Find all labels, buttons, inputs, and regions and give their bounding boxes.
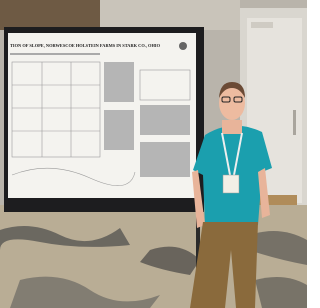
badge xyxy=(223,175,239,193)
poster-logo xyxy=(179,42,187,50)
scene: TION OF SLOPE, NORWESCOE HOLSTEIN FARMS … xyxy=(0,0,307,308)
door-sign xyxy=(251,22,273,28)
neck xyxy=(222,120,242,134)
wall-upper xyxy=(100,0,240,30)
poster-text-block xyxy=(140,142,190,177)
poster-text-block xyxy=(104,62,134,102)
carpet-pattern xyxy=(255,277,307,308)
poster-text-block xyxy=(140,105,190,135)
poster-authors xyxy=(10,53,100,55)
door-handle xyxy=(293,110,296,135)
poster-title: TION OF SLOPE, NORWESCOE HOLSTEIN FARMS … xyxy=(10,43,160,48)
wall-panel xyxy=(0,0,100,30)
poster-text-block xyxy=(104,110,134,150)
